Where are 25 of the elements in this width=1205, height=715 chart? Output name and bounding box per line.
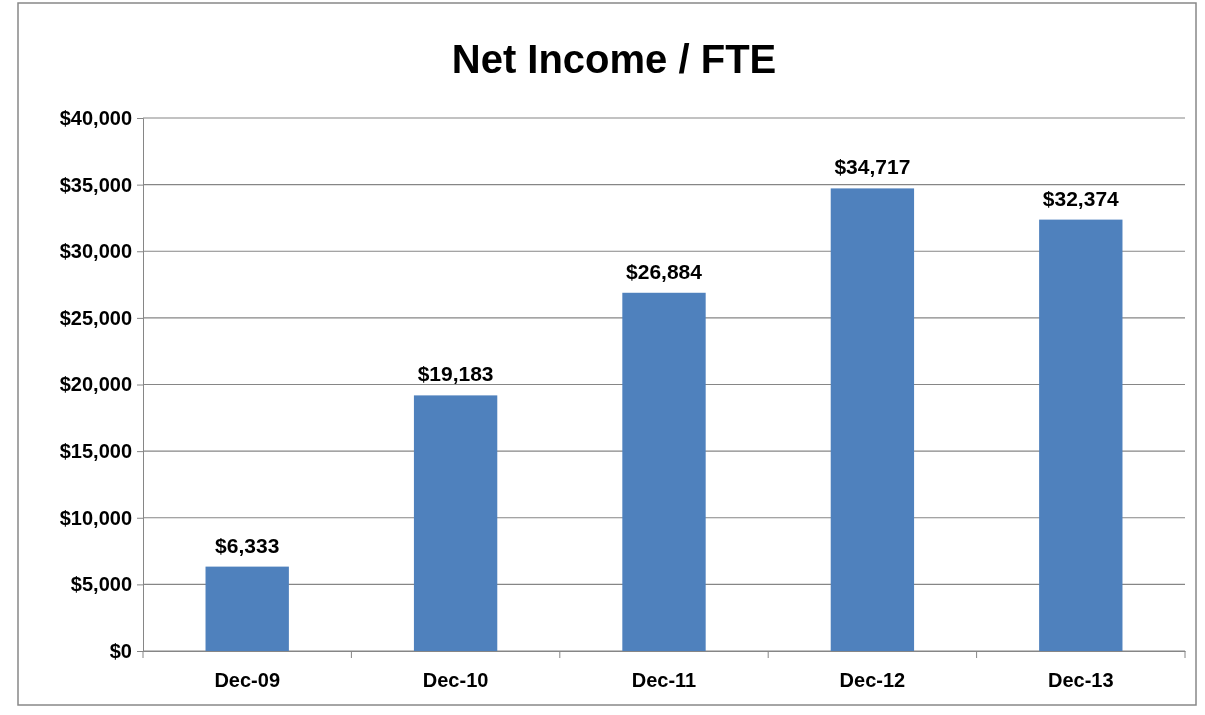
y-tick-label: $40,000 <box>59 106 132 129</box>
x-tick-label: Dec-12 <box>839 669 906 692</box>
bar <box>205 566 289 651</box>
y-tick-label: $0 <box>109 639 132 662</box>
y-tick-label: $15,000 <box>59 440 132 463</box>
x-tick-label: Dec-10 <box>422 669 489 692</box>
data-label: $6,333 <box>215 533 280 557</box>
y-tick-label: $25,000 <box>59 306 132 329</box>
data-label: $34,717 <box>834 155 911 179</box>
x-tick-label: Dec-13 <box>1048 669 1114 692</box>
y-tick-label: $10,000 <box>59 506 132 529</box>
x-tick-label: Dec-11 <box>631 669 697 692</box>
x-tick-label: Dec-09 <box>214 669 280 692</box>
y-tick-label: $5,000 <box>70 573 132 596</box>
chart-title: Net Income / FTE <box>451 37 777 81</box>
bar <box>1039 219 1123 651</box>
bar <box>413 395 498 651</box>
y-tick-label: $30,000 <box>59 240 132 263</box>
data-label: $26,884 <box>626 259 703 283</box>
bar <box>622 292 706 651</box>
data-label: $19,183 <box>417 362 494 386</box>
data-label: $32,374 <box>1042 186 1120 210</box>
y-tick-label: $20,000 <box>59 373 132 396</box>
y-tick-label: $35,000 <box>59 173 132 196</box>
bar <box>830 188 915 651</box>
